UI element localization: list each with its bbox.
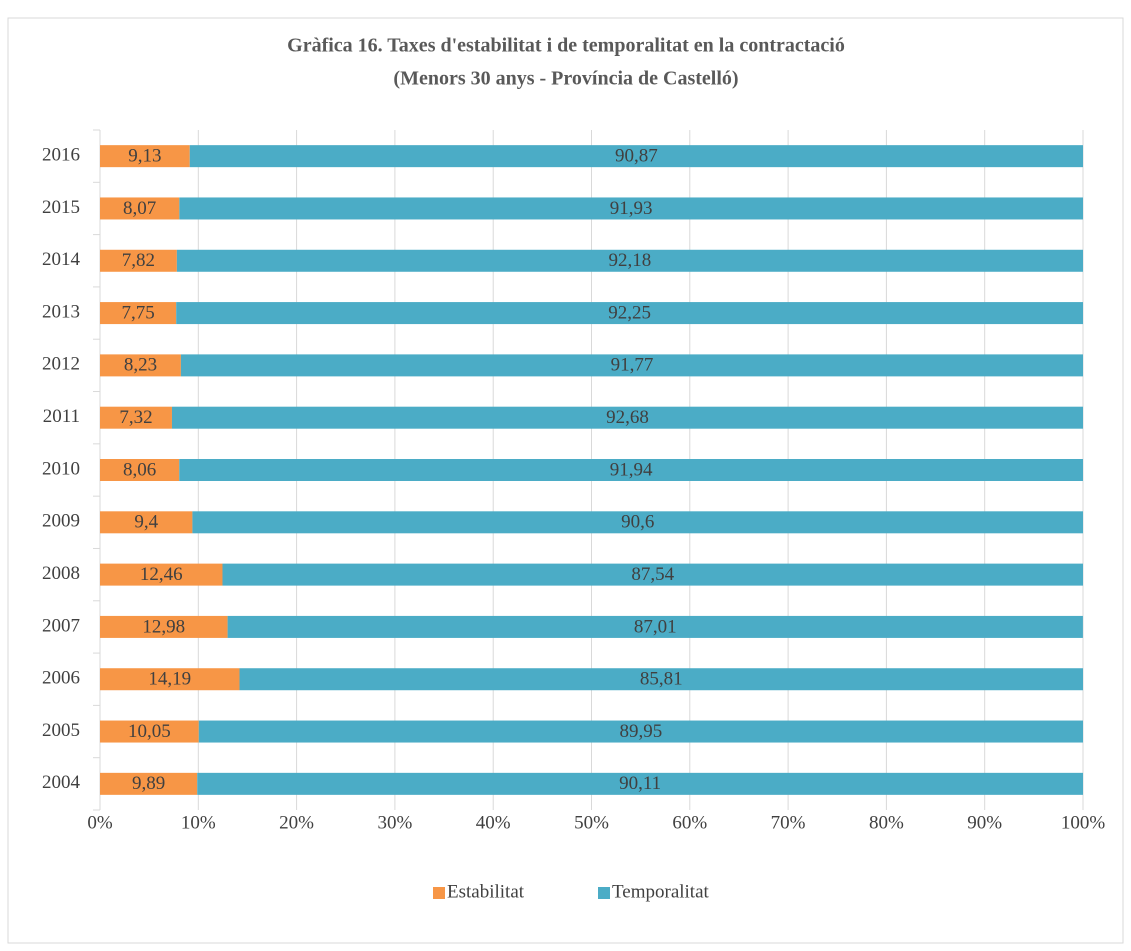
bar-segment [171, 406, 1084, 429]
y-tick-label: 2010 [42, 458, 80, 479]
data-label: 10,05 [128, 721, 171, 742]
data-label: 9,13 [128, 146, 161, 167]
data-label: 8,23 [124, 355, 157, 376]
bar-segment [179, 197, 1083, 220]
data-label: 14,19 [148, 669, 191, 690]
bar-segment [100, 772, 198, 795]
y-tick-label: 2005 [42, 720, 80, 741]
y-tick-label: 2006 [42, 668, 80, 689]
y-tick-label: 2008 [42, 563, 80, 584]
data-label: 7,32 [119, 407, 152, 428]
chart-subtitle: (Menors 30 anys - Província de Castelló) [393, 68, 738, 90]
bar-segment [100, 720, 199, 743]
bar-segment [100, 459, 180, 481]
data-label: 12,98 [142, 616, 185, 637]
data-label: 7,75 [121, 302, 154, 323]
y-tick-label: 2013 [42, 301, 80, 322]
bar-segment [239, 668, 1084, 691]
bar-segment [197, 772, 1084, 795]
x-tick-label: 70% [771, 812, 806, 833]
bar-segment [189, 145, 1083, 168]
legend-label: Estabilitat [447, 881, 525, 902]
data-label: 7,82 [122, 250, 155, 271]
data-label: 89,95 [620, 721, 663, 742]
bar-segment [176, 249, 1083, 272]
bar-segment [222, 563, 1083, 586]
bar-segment [176, 302, 1083, 325]
bar-segment [100, 197, 180, 220]
bar-segment [100, 249, 177, 272]
data-label: 92,25 [608, 302, 651, 323]
y-tick-label: 2015 [42, 197, 80, 218]
bar-segment [100, 615, 228, 638]
x-tick-label: 10% [181, 812, 216, 833]
bar-segment [100, 302, 177, 325]
legend-swatch [433, 887, 445, 899]
x-tick-label: 80% [869, 812, 904, 833]
data-label: 85,81 [640, 669, 683, 690]
bar-segment [180, 354, 1084, 377]
data-label: 12,46 [140, 564, 183, 585]
x-tick-label: 30% [377, 812, 412, 833]
data-label: 92,68 [606, 407, 649, 428]
data-label: 8,07 [123, 198, 156, 219]
y-tick-label: 2009 [42, 511, 80, 532]
bar-segment [100, 668, 240, 691]
data-label: 9,4 [134, 512, 158, 533]
bar-segment [227, 615, 1083, 638]
data-label: 91,94 [610, 459, 653, 480]
x-tick-label: 60% [672, 812, 707, 833]
y-tick-label: 2007 [42, 615, 80, 636]
data-label: 90,11 [619, 773, 661, 794]
y-tick-label: 2016 [42, 145, 80, 166]
data-label: 87,01 [634, 616, 677, 637]
x-tick-label: 20% [279, 812, 314, 833]
y-tick-label: 2012 [42, 354, 80, 375]
y-tick-label: 2014 [42, 249, 81, 270]
bar-segment [100, 354, 181, 377]
x-tick-label: 40% [476, 812, 511, 833]
legend-label: Temporalitat [612, 881, 710, 902]
y-tick-label: 2004 [42, 772, 81, 793]
x-tick-label: 50% [574, 812, 609, 833]
bar-segment [100, 406, 172, 429]
data-label: 90,6 [621, 512, 654, 533]
data-label: 90,87 [615, 146, 658, 167]
bar-segment [179, 459, 1083, 481]
data-label: 8,06 [123, 459, 156, 480]
chart-title: Gràfica 16. Taxes d'estabilitat i de tem… [287, 35, 845, 57]
data-label: 87,54 [631, 564, 674, 585]
data-label: 92,18 [609, 250, 652, 271]
bar-segment [100, 563, 223, 586]
data-label: 9,89 [132, 773, 165, 794]
data-label: 91,77 [611, 355, 654, 376]
x-tick-label: 100% [1061, 812, 1106, 833]
x-tick-label: 90% [967, 812, 1002, 833]
bar-segment [100, 145, 190, 168]
bar-segment [198, 720, 1083, 743]
y-tick-label: 2011 [43, 406, 80, 427]
bar-segment [192, 511, 1084, 534]
data-label: 91,93 [610, 198, 653, 219]
bar-segment [100, 511, 193, 534]
legend-swatch [598, 887, 610, 899]
x-tick-label: 0% [87, 812, 113, 833]
